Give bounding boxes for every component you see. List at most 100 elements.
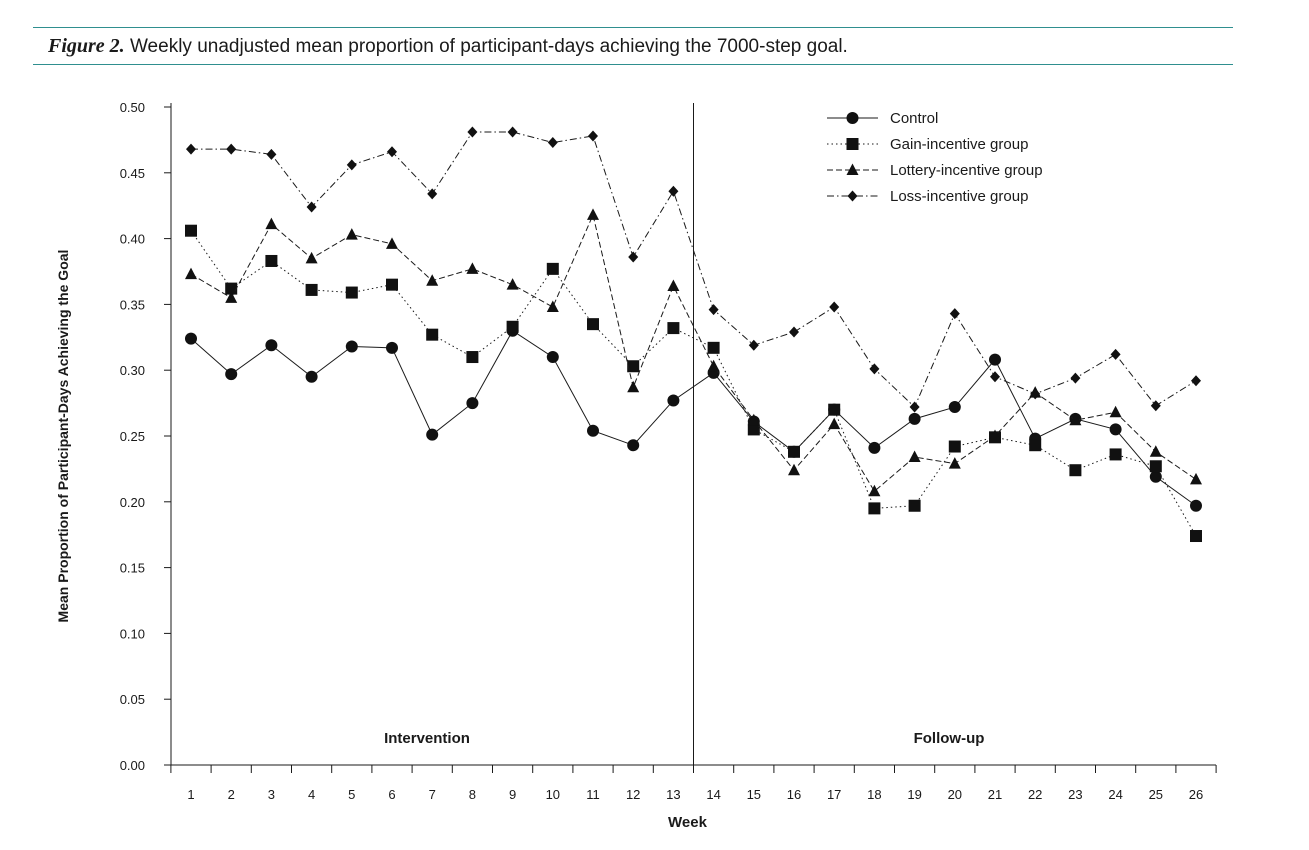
y-tick-label: 0.15 xyxy=(120,561,145,576)
triangle-marker xyxy=(265,217,278,230)
y-tick-label: 0.10 xyxy=(120,626,145,641)
legend-label: Control xyxy=(890,110,938,127)
series-line xyxy=(190,330,1197,507)
circle-marker xyxy=(868,441,881,454)
triangle-marker xyxy=(989,429,1001,441)
triangle-marker xyxy=(587,208,599,220)
phase-label-intervention: Intervention xyxy=(384,730,470,747)
diamond-marker xyxy=(306,201,317,213)
diamond-marker xyxy=(186,143,196,155)
circle-marker xyxy=(948,401,961,414)
square-marker xyxy=(1149,460,1162,473)
y-tick-label: 0.30 xyxy=(120,363,145,378)
x-tick-label: 17 xyxy=(827,787,841,802)
square-marker xyxy=(345,286,358,299)
circle-marker xyxy=(386,341,398,354)
diamond-marker xyxy=(847,190,858,202)
diamond-marker xyxy=(990,371,1000,383)
diamond-marker xyxy=(346,159,357,171)
legend-item: Lottery-incentive group xyxy=(827,162,1043,179)
circle-marker xyxy=(627,439,640,452)
legend-label: Gain-incentive group xyxy=(890,136,1028,153)
x-axis-title: Week xyxy=(668,814,708,831)
circle-marker xyxy=(305,370,318,383)
square-marker xyxy=(667,322,680,335)
x-tick-label: 18 xyxy=(867,787,881,802)
square-marker xyxy=(948,440,961,453)
series-line xyxy=(190,230,1197,537)
diamond-marker xyxy=(829,301,840,313)
x-tick-label: 16 xyxy=(787,787,801,802)
triangle-marker xyxy=(747,413,760,426)
x-tick-label: 20 xyxy=(948,787,962,802)
x-tick-label: 25 xyxy=(1149,787,1163,802)
diamond-marker xyxy=(226,143,237,155)
triangle-marker xyxy=(908,450,921,463)
x-tick-label: 13 xyxy=(666,787,680,802)
series-line xyxy=(191,131,1197,408)
triangle-marker xyxy=(225,291,238,303)
square-marker xyxy=(426,328,439,341)
triangle-marker xyxy=(1190,472,1202,485)
x-tick-label: 2 xyxy=(228,787,235,802)
caption-bottom-rule xyxy=(33,64,1233,65)
diamond-marker xyxy=(668,185,679,197)
triangle-marker xyxy=(846,163,859,175)
diamond-marker xyxy=(588,130,598,142)
circle-marker xyxy=(908,412,921,425)
x-tick-label: 21 xyxy=(988,787,1002,802)
triangle-marker xyxy=(667,279,680,291)
series-square xyxy=(185,224,1202,543)
triangle-marker xyxy=(426,274,439,286)
x-tick-label: 8 xyxy=(469,787,476,802)
series-diamond xyxy=(186,126,1201,413)
square-marker xyxy=(868,502,881,515)
square-marker xyxy=(1029,439,1042,452)
series-triangle xyxy=(185,208,1202,497)
diamond-marker xyxy=(1150,400,1161,412)
figure-caption: Figure 2. Weekly unadjusted mean proport… xyxy=(48,33,848,60)
circle-marker xyxy=(989,353,1001,366)
circle-marker xyxy=(1190,499,1202,512)
triangle-marker xyxy=(868,484,881,497)
x-tick-label: 7 xyxy=(429,787,436,802)
x-tick-label: 11 xyxy=(586,787,600,802)
y-tick-label: 0.25 xyxy=(120,429,145,444)
legend-label: Lottery-incentive group xyxy=(890,162,1043,179)
x-tick-label: 10 xyxy=(546,787,560,802)
square-marker xyxy=(265,254,278,267)
y-tick-label: 0.05 xyxy=(120,692,145,707)
y-tick-label: 0.40 xyxy=(120,232,145,247)
circle-marker xyxy=(426,428,439,441)
square-marker xyxy=(846,138,859,150)
x-tick-label: 3 xyxy=(268,787,275,802)
square-marker xyxy=(1190,530,1202,543)
square-marker xyxy=(185,224,197,237)
circle-marker xyxy=(225,368,238,381)
square-marker xyxy=(386,278,398,291)
x-tick-label: 5 xyxy=(348,787,355,802)
legend-item: Loss-incentive group xyxy=(827,188,1028,205)
x-tick-label: 22 xyxy=(1028,787,1042,802)
diamond-marker xyxy=(708,304,719,316)
circle-marker xyxy=(345,340,358,353)
caption-top-rule xyxy=(33,27,1233,28)
diamond-marker xyxy=(869,363,880,375)
diamond-marker xyxy=(427,188,438,200)
triangle-marker xyxy=(185,267,197,280)
circle-marker xyxy=(1109,423,1122,436)
diamond-marker xyxy=(1110,348,1121,360)
x-tick-label: 14 xyxy=(706,787,720,802)
circle-marker xyxy=(846,112,859,124)
y-tick-label: 0.45 xyxy=(120,166,145,181)
triangle-marker xyxy=(1069,413,1082,426)
diamond-marker xyxy=(909,401,920,413)
x-tick-label: 4 xyxy=(308,787,315,802)
circle-marker xyxy=(667,394,680,407)
x-tick-label: 23 xyxy=(1068,787,1082,802)
square-marker xyxy=(747,423,760,436)
legend-label: Loss-incentive group xyxy=(890,188,1028,205)
square-marker xyxy=(305,283,318,296)
y-tick-label: 0.00 xyxy=(120,758,145,773)
x-tick-label: 15 xyxy=(747,787,761,802)
